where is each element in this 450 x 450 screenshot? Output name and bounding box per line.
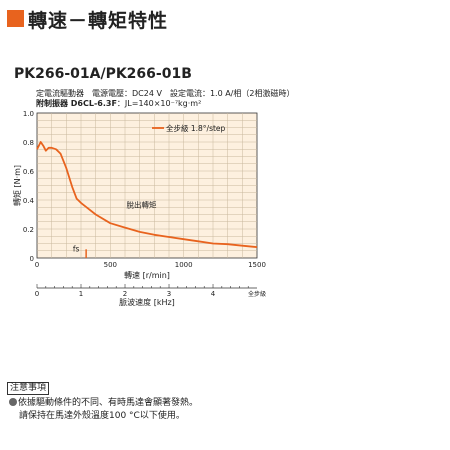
damper-inertia: ：JL=140×10⁻⁷kg·m² xyxy=(116,99,202,108)
pulse-tick-label: 1 xyxy=(79,290,83,298)
x-tick-label: 1500 xyxy=(248,261,266,269)
pulse-tick-label: 4 xyxy=(211,290,216,298)
x-tick-label: 500 xyxy=(104,261,117,269)
note-text-1: 依據驅動條件的不同、有時馬達會顯著發熱。 xyxy=(18,398,199,408)
chart-series: 全步級 1.8°/step xyxy=(36,123,258,258)
page-title: 轉速－轉矩特性 xyxy=(28,10,169,32)
chart-grid xyxy=(37,113,257,258)
legend-label: 全步級 1.8°/step xyxy=(166,123,226,133)
note-line-1: 依據驅動條件的不同、有時馬達會顯著發熱。 xyxy=(9,398,198,409)
pulse-tick-label: 0 xyxy=(35,290,39,298)
chart-annotation: 脫出轉矩 xyxy=(126,199,156,209)
pulse-axis-label: 脈波速度 [kHz] xyxy=(119,297,175,307)
x-tick-label: 1000 xyxy=(175,261,193,269)
notes-title: 注意事項 xyxy=(7,382,50,395)
y-axis-label: 轉矩 [N·m] xyxy=(12,165,22,206)
y-tick-label: 0.4 xyxy=(23,197,35,205)
spec-line-damper: 附制振器 D6CL-6.3F：JL=140×10⁻⁷kg·m² xyxy=(36,99,201,109)
y-tick-label: 0.8 xyxy=(23,139,34,147)
y-tick-label: 0.2 xyxy=(23,226,34,234)
x-axis-label: 轉速 [r/min] xyxy=(124,270,170,280)
header-accent-square xyxy=(7,10,24,27)
bullet-icon xyxy=(9,398,17,406)
spec-line-driver: 定電流驅動器 電源電壓：DC24 V 設定電流：1.0 A/相（2相激磁時） xyxy=(36,89,295,98)
y-tick-label: 1.0 xyxy=(23,110,34,118)
model-name: PK266-01A/PK266-01B xyxy=(14,66,192,82)
series-line xyxy=(36,141,258,248)
pulse-tick-label: 3 xyxy=(167,290,171,298)
x-tick-label: 0 xyxy=(35,261,39,269)
damper-model: 附制振器 D6CL-6.3F xyxy=(36,99,117,108)
note-line-2: 請保持在馬達外殼溫度100 °C以下使用。 xyxy=(19,411,185,421)
chart-annotations: 脫出轉矩 fs xyxy=(73,199,157,253)
pulse-axis-step-label: 全步級 xyxy=(248,290,266,298)
chart-axes: 0 0.2 0.4 0.6 0.8 1.0 0 500 1000 1500 轉速 [r/min] 轉矩… xyxy=(12,110,266,280)
pulse-tick-label: 2 xyxy=(123,290,127,298)
y-tick-label: 0.6 xyxy=(23,168,35,176)
y-tick-label: 0 xyxy=(30,255,34,263)
chart-annotation: fs xyxy=(73,244,80,253)
